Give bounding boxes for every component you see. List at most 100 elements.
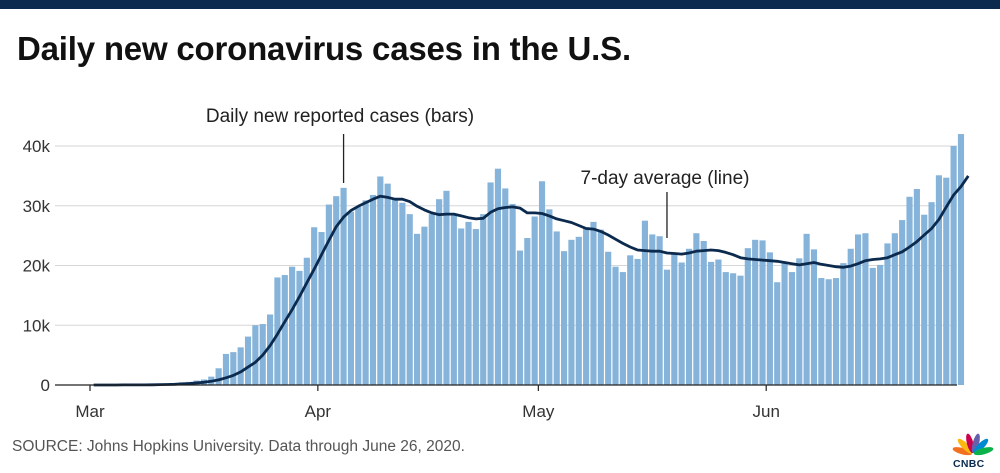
bar <box>641 220 648 385</box>
bar <box>906 196 913 385</box>
bar <box>715 259 722 385</box>
bar <box>384 183 391 385</box>
bar <box>832 278 840 385</box>
bar <box>590 221 597 385</box>
bar <box>766 252 773 385</box>
bar <box>656 236 663 385</box>
bar <box>289 266 296 385</box>
bar <box>538 181 546 385</box>
source-note: SOURCE: Johns Hopkins University. Data t… <box>12 438 465 455</box>
y-axis: 0 10k 20k 30k 40k <box>23 137 51 395</box>
bar <box>303 257 310 385</box>
bar <box>678 262 685 385</box>
bar <box>421 226 428 385</box>
bar <box>443 190 450 385</box>
bar <box>318 232 325 385</box>
bar <box>237 347 244 385</box>
bar <box>619 272 626 385</box>
bar <box>377 176 384 385</box>
bar <box>700 241 707 385</box>
bar <box>325 204 332 385</box>
y-tick-label: 40k <box>23 137 51 156</box>
bar <box>369 194 377 385</box>
y-tick-label: 0 <box>41 376 50 395</box>
bar <box>752 239 759 385</box>
bar <box>818 278 825 385</box>
bar <box>855 234 862 385</box>
annotation-label: 7-day average (line) <box>581 168 750 189</box>
bar <box>627 255 634 385</box>
x-tick-label: Mar <box>75 402 105 421</box>
bar <box>267 314 274 385</box>
bar <box>436 199 443 385</box>
bar <box>472 229 479 385</box>
bar <box>347 211 354 385</box>
bar <box>524 238 531 385</box>
y-tick-label: 10k <box>23 316 51 335</box>
logo-text: CNBC <box>953 458 985 470</box>
bar <box>928 202 935 385</box>
bar <box>671 254 678 385</box>
bar <box>869 267 876 385</box>
bar <box>744 248 751 385</box>
annotations: Daily new reported cases (bars) 7-day ave… <box>206 106 750 238</box>
x-tick-label: Apr <box>305 402 332 421</box>
bar <box>759 240 766 385</box>
bar <box>355 206 362 385</box>
bar <box>943 177 950 385</box>
x-axis: Mar Apr May Jun <box>75 385 780 421</box>
average-line <box>93 175 970 387</box>
bar <box>458 228 465 385</box>
bar <box>957 134 965 385</box>
bar <box>222 353 230 385</box>
bar <box>414 233 421 385</box>
bar <box>862 233 869 385</box>
bar <box>480 214 487 385</box>
bar <box>737 275 744 385</box>
bar <box>722 272 729 385</box>
bar <box>296 270 303 385</box>
bar <box>311 227 318 385</box>
bar <box>774 282 781 385</box>
annotation-label: Daily new reported cases (bars) <box>206 106 474 127</box>
bar <box>685 248 693 385</box>
cnbc-peacock-logo <box>952 433 994 456</box>
bar <box>913 189 920 385</box>
bar <box>891 233 898 385</box>
bar <box>634 258 641 385</box>
bar <box>516 250 524 385</box>
page-title: Daily new coronavirus cases in the U.S. <box>17 30 631 67</box>
bar <box>487 182 494 385</box>
bar <box>509 203 516 385</box>
top-brand-bar <box>0 0 1000 9</box>
bar <box>921 214 928 385</box>
bar <box>877 264 884 385</box>
bar <box>494 168 501 385</box>
bar <box>884 243 891 385</box>
bar <box>935 175 942 385</box>
bar <box>810 249 818 385</box>
bar <box>399 202 406 385</box>
bar <box>693 233 700 385</box>
bar <box>406 214 413 385</box>
y-tick-label: 30k <box>23 197 51 216</box>
bar <box>391 197 399 385</box>
bar <box>950 146 957 385</box>
bar <box>274 277 281 385</box>
bar <box>605 251 612 385</box>
y-tick-label: 20k <box>23 257 51 276</box>
bar <box>502 188 509 385</box>
bar <box>583 227 590 385</box>
bar <box>663 269 671 385</box>
bar <box>553 231 560 385</box>
bar-series <box>90 134 965 385</box>
bar <box>531 216 538 385</box>
bar <box>612 266 619 385</box>
bar <box>840 263 847 385</box>
bar <box>465 221 472 385</box>
bar <box>899 220 906 385</box>
bar <box>708 261 715 385</box>
bar <box>450 214 457 385</box>
bar <box>215 368 222 385</box>
